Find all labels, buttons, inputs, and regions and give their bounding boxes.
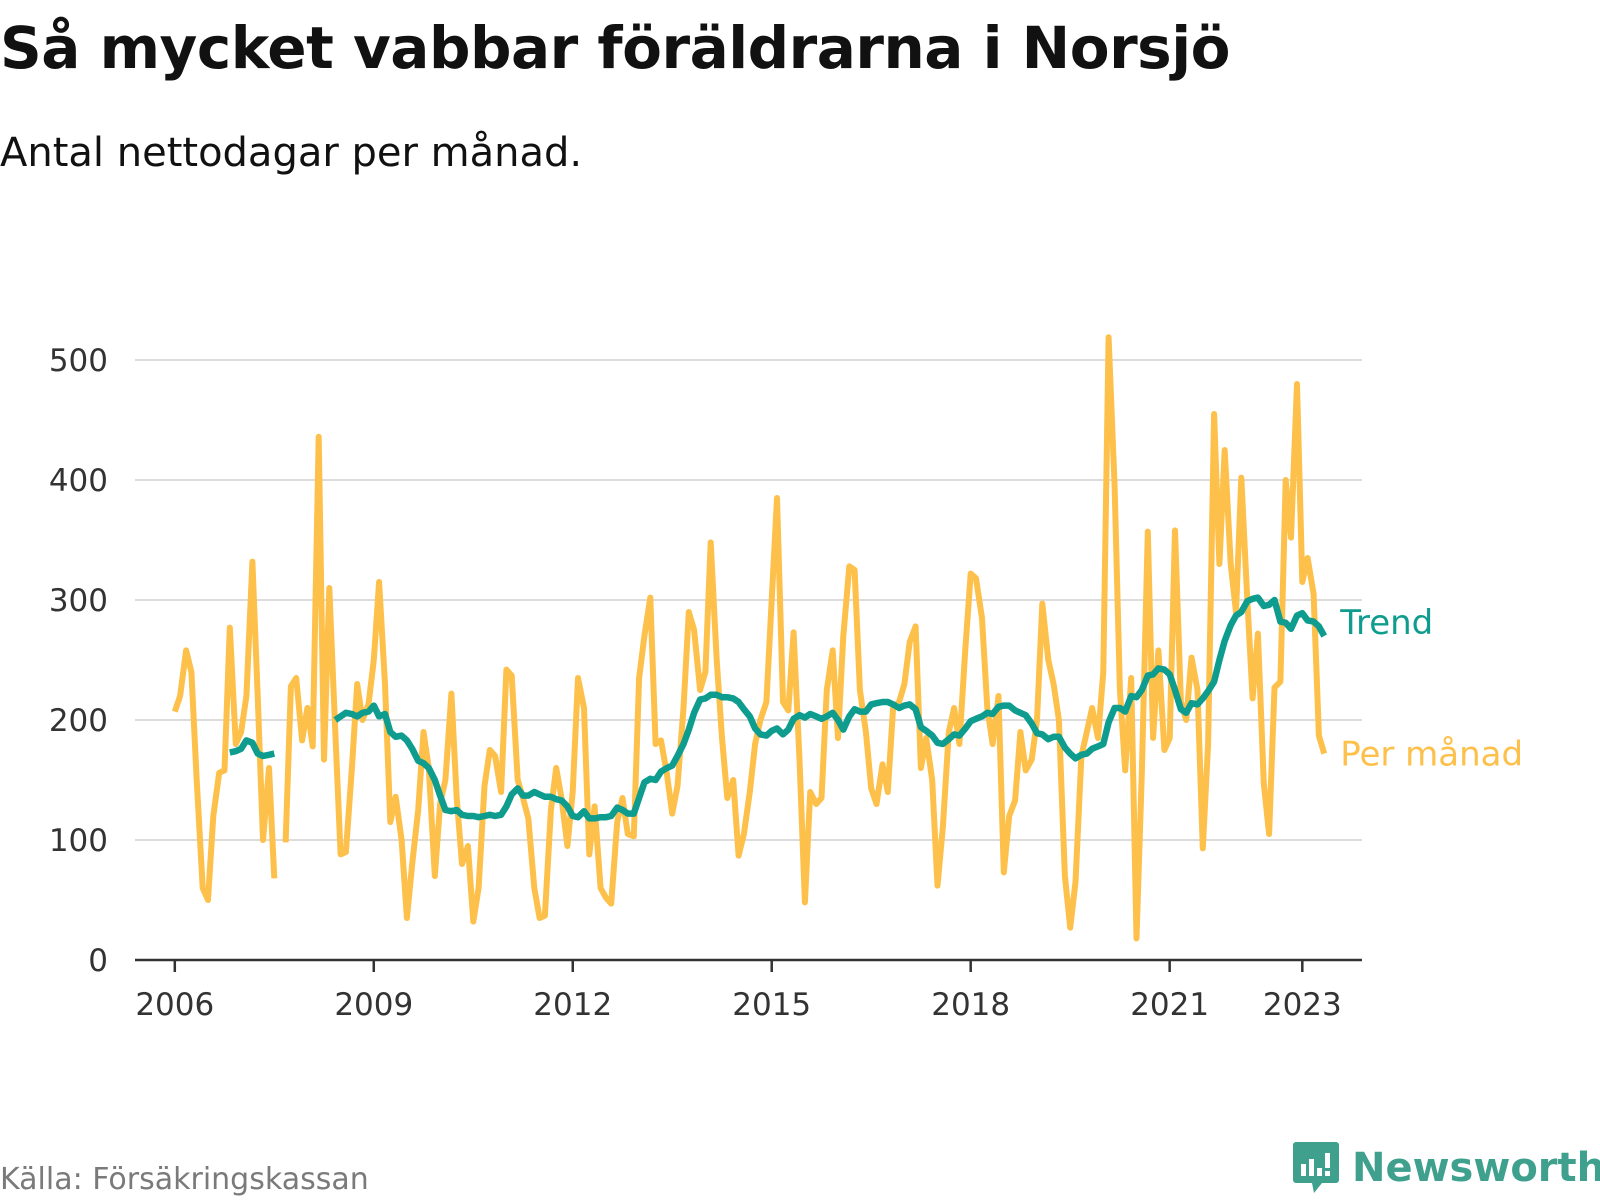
per-month-line — [171, 334, 1328, 942]
x-axis: 2006 2009 2012 2015 2018 2021 2023 — [135, 958, 1362, 1023]
x-tick-label: 2006 — [135, 987, 214, 1023]
x-tick-label: 2009 — [334, 987, 413, 1023]
per-month-label: Per månad — [1340, 735, 1523, 775]
x-tick-label: 2023 — [1263, 987, 1342, 1023]
y-axis: 0 100 200 300 400 500 — [49, 343, 108, 979]
y-tick-label: 500 — [49, 343, 108, 379]
x-tick-label: 2018 — [931, 987, 1010, 1023]
chart-title: Så mycket vabbar föräldrarna i Norsjö — [0, 14, 1230, 82]
y-tick-label: 300 — [49, 583, 108, 619]
brand-name: Newsworthy — [1352, 1145, 1600, 1191]
trend-line — [229, 594, 1328, 822]
series-lines — [171, 334, 1328, 942]
chart-subtitle: Antal nettodagar per månad. — [0, 130, 583, 176]
x-tick-label: 2012 — [533, 987, 612, 1023]
trend-label: Trend — [1339, 603, 1433, 643]
series-labels: Per månad Trend — [1339, 603, 1523, 775]
y-tick-label: 200 — [49, 703, 108, 739]
brand-logo: Newsworthy — [1292, 1140, 1600, 1196]
y-tick-label: 400 — [49, 463, 108, 499]
y-tick-label: 0 — [88, 943, 108, 979]
y-tick-label: 100 — [49, 823, 108, 859]
x-tick-label: 2021 — [1130, 987, 1209, 1023]
newsworthy-logo-icon — [1293, 1142, 1339, 1193]
source-note: Källa: Försäkringskassan — [0, 1162, 369, 1197]
x-tick-label: 2015 — [732, 987, 811, 1023]
